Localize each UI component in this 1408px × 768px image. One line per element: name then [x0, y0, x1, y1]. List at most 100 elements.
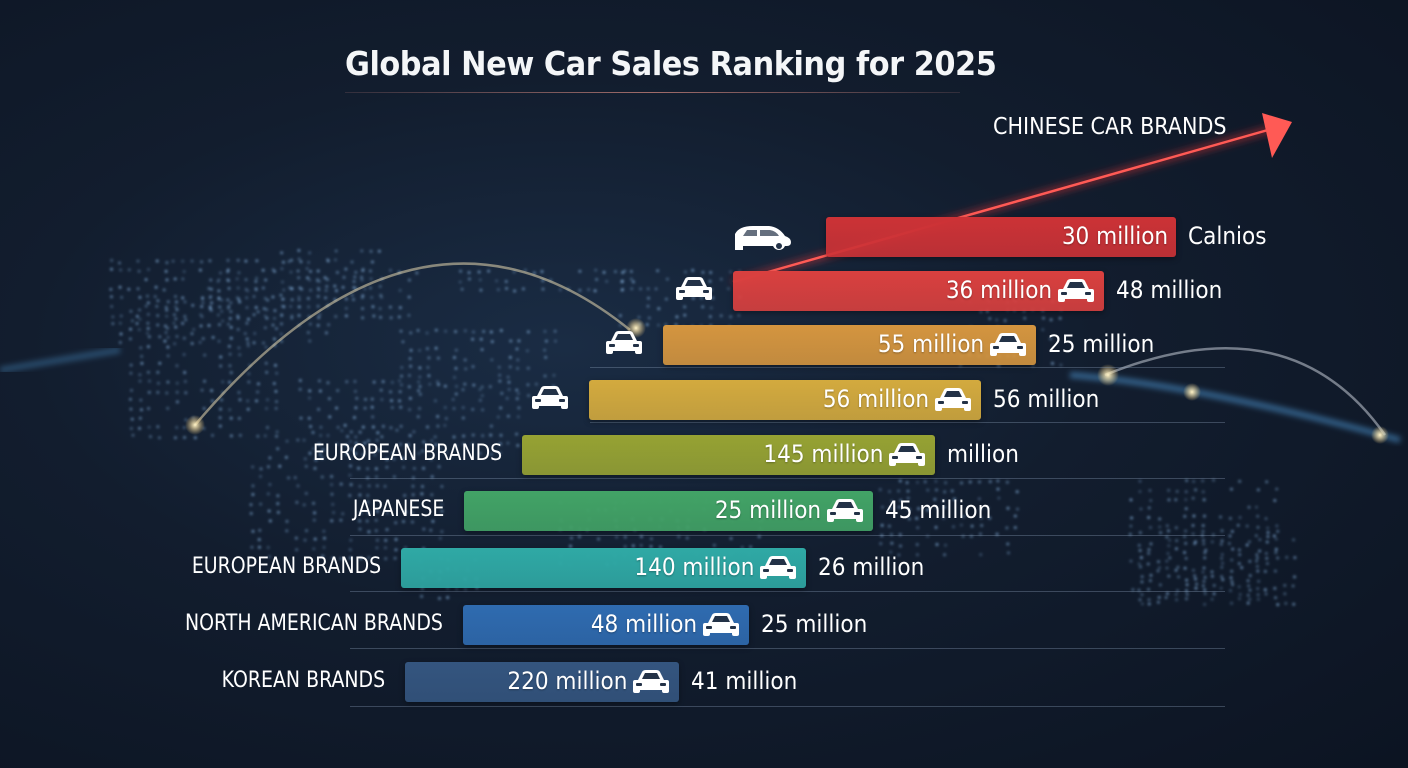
map-dot [371, 425, 375, 429]
map-dot [978, 532, 983, 536]
map-dot [675, 315, 679, 319]
map-dot [1140, 580, 1144, 584]
map-dot [440, 530, 444, 534]
map-dot [401, 456, 405, 460]
map-dot [646, 304, 650, 308]
map-dot [926, 488, 930, 492]
map-dot [397, 315, 401, 319]
map-dot [499, 433, 503, 437]
map-dot [399, 374, 404, 378]
map-dot [1263, 569, 1267, 574]
map-dot [1237, 585, 1241, 589]
map-dot [1246, 579, 1250, 583]
side-value-label: 25 million [1048, 330, 1155, 358]
map-dot [615, 535, 619, 539]
map-dot [165, 391, 169, 395]
car-front-icon [675, 276, 713, 302]
map-dot [490, 358, 494, 362]
map-dot [645, 322, 649, 327]
car-front-icon [531, 385, 569, 411]
map-dot [254, 305, 258, 310]
map-dot [480, 385, 484, 389]
map-dot [290, 298, 294, 302]
map-dot [709, 270, 713, 275]
map-dot [336, 425, 340, 429]
map-dot [463, 587, 468, 591]
map-dot [129, 309, 133, 313]
map-dot [1219, 586, 1223, 590]
map-dot [393, 556, 397, 560]
map-dot [381, 380, 385, 384]
map-dot [164, 330, 168, 335]
map-dot [489, 424, 494, 428]
map-dot [361, 294, 365, 298]
map-dot [339, 482, 343, 486]
map-dot [478, 451, 482, 455]
map-dot [737, 313, 741, 317]
map-dot [304, 464, 308, 468]
map-dot [323, 276, 327, 280]
map-dot [430, 475, 434, 479]
map-dot [202, 379, 207, 383]
map-dot [1157, 566, 1162, 570]
map-dot [202, 406, 206, 411]
map-dot [418, 366, 422, 370]
map-dot [173, 436, 178, 440]
map-dot [525, 349, 529, 353]
car-front-icon [605, 330, 643, 356]
map-dot [377, 249, 381, 253]
map-dot [175, 381, 179, 385]
map-dot [1174, 547, 1179, 551]
map-dot [313, 466, 317, 470]
map-dot [254, 399, 259, 403]
map-dot [273, 363, 278, 367]
map-dot [370, 260, 375, 264]
map-dot [190, 341, 194, 346]
map-dot [266, 298, 270, 302]
map-dot [552, 373, 556, 377]
map-dot [370, 295, 374, 300]
map-dot [515, 366, 520, 370]
map-dot [217, 296, 221, 300]
map-dot [1203, 588, 1207, 592]
map-dot [146, 370, 151, 374]
map-dot [988, 516, 992, 520]
map-dot [254, 276, 259, 280]
map-dot [281, 297, 285, 301]
map-dot [246, 289, 250, 293]
map-dot [158, 361, 162, 365]
map-dot [318, 312, 322, 317]
map-dot [1156, 560, 1161, 564]
map-dot [879, 542, 883, 546]
map-dot [379, 293, 383, 297]
bar [464, 491, 873, 531]
map-dot [289, 304, 293, 309]
map-dot [305, 267, 309, 271]
map-dot [508, 355, 512, 359]
map-dot [246, 317, 251, 321]
map-dot [271, 295, 275, 299]
map-dot [1140, 602, 1144, 606]
map-dot [1203, 551, 1207, 555]
map-dot [130, 417, 134, 421]
glow-point [185, 415, 205, 435]
map-dot [407, 295, 411, 299]
map-dot [417, 451, 421, 456]
map-dot [1221, 578, 1225, 582]
map-dot [1203, 575, 1207, 579]
map-dot [146, 321, 150, 325]
map-dot [278, 464, 282, 468]
map-dot [1238, 515, 1242, 520]
map-dot [1013, 514, 1017, 518]
map-dot [384, 557, 388, 561]
map-dot [890, 541, 894, 545]
map-dot [311, 430, 315, 435]
map-dot [323, 296, 328, 300]
map-dot [146, 267, 151, 272]
row-separator [350, 591, 1225, 592]
map-dot [353, 275, 357, 279]
map-dot [471, 337, 475, 341]
map-dot [139, 398, 143, 402]
map-dot [408, 434, 412, 438]
map-dot [526, 383, 530, 387]
